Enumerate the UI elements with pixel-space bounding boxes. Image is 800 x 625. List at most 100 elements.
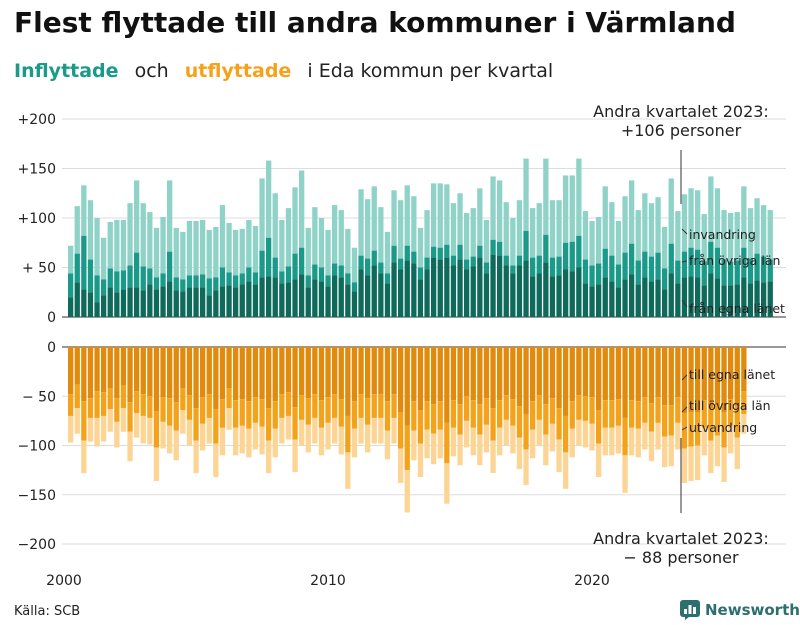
bar-in-foreign xyxy=(266,160,272,238)
bar-in-foreign xyxy=(681,194,688,252)
bar-out-local xyxy=(127,347,133,403)
label-till-ovriga-lan: till övriga län xyxy=(689,398,771,413)
bar-in-other xyxy=(747,258,754,284)
bar-in-local xyxy=(404,260,410,317)
bar-out-other xyxy=(497,400,503,428)
bar-out-local xyxy=(193,347,199,409)
pointer-line xyxy=(681,406,688,413)
bar-in-foreign xyxy=(589,220,595,266)
bar-out-foreign xyxy=(371,417,377,444)
bar-out-other xyxy=(94,391,100,418)
bar-in-foreign xyxy=(695,190,701,250)
bar-out-local xyxy=(444,347,450,423)
bar-in-foreign xyxy=(279,219,285,272)
bar-out-foreign xyxy=(596,443,602,478)
bar-out-local xyxy=(358,347,364,395)
bar-in-foreign xyxy=(734,212,740,261)
bar-in-other xyxy=(292,253,298,280)
bar-out-foreign xyxy=(101,415,107,442)
bar-out-other xyxy=(424,401,430,430)
bar-out-other xyxy=(569,401,575,429)
bar-out-foreign xyxy=(543,434,549,466)
bar-in-local xyxy=(239,284,245,317)
bar-in-foreign xyxy=(747,208,754,259)
bar-out-foreign xyxy=(681,448,688,483)
bar-out-local xyxy=(536,347,542,396)
bar-out-other xyxy=(312,394,318,418)
bar-in-other xyxy=(708,241,714,274)
bar-out-local xyxy=(569,347,575,402)
bar-in-foreign xyxy=(728,213,734,262)
bar-out-local xyxy=(332,347,338,395)
bar-in-foreign xyxy=(523,158,529,231)
bar-in-local xyxy=(642,277,648,317)
pointer-line xyxy=(681,228,688,235)
bar-out-local xyxy=(648,347,655,404)
bar-out-other xyxy=(107,388,113,410)
bar-in-foreign xyxy=(318,218,325,268)
bar-in-foreign xyxy=(325,229,331,276)
y-tick-label: + 50 xyxy=(22,261,56,277)
bar-in-local xyxy=(530,276,536,317)
bar-out-other xyxy=(728,399,734,426)
bar-in-other xyxy=(318,267,325,282)
bar-out-other xyxy=(338,399,344,427)
bar-in-local xyxy=(648,281,655,317)
bar-out-other xyxy=(173,402,179,431)
bar-out-foreign xyxy=(602,427,608,456)
bar-in-local xyxy=(457,259,463,317)
bar-in-other xyxy=(127,265,133,288)
bar-out-local xyxy=(259,347,265,400)
bar-out-other xyxy=(213,409,219,444)
bar-out-other xyxy=(444,422,450,464)
bar-out-other xyxy=(114,398,120,422)
bar-in-local xyxy=(371,265,377,317)
bar-in-foreign xyxy=(457,193,463,245)
bar-out-other xyxy=(464,396,470,421)
y-tick-label: +200 xyxy=(18,112,56,128)
bar-out-other xyxy=(695,412,701,446)
annotation-top-line1: Andra kvartalet 2023: xyxy=(593,102,769,121)
bar-in-local xyxy=(582,283,589,317)
bar-in-local xyxy=(180,291,186,317)
bar-out-local xyxy=(576,347,582,396)
bar-in-local xyxy=(536,273,542,317)
bar-out-foreign xyxy=(589,423,595,451)
bar-out-local xyxy=(279,347,285,395)
bar-out-local xyxy=(655,347,661,398)
bar-out-other xyxy=(68,394,74,416)
bar-in-other xyxy=(761,256,767,283)
bar-out-foreign xyxy=(695,445,701,480)
bar-out-other xyxy=(127,402,133,432)
bar-out-foreign xyxy=(503,419,509,446)
x-tick-label: 2020 xyxy=(574,573,610,589)
bar-in-foreign xyxy=(365,199,371,259)
bar-out-other xyxy=(642,397,648,423)
bar-in-foreign xyxy=(635,210,641,261)
bar-in-foreign xyxy=(648,203,655,257)
bar-out-other xyxy=(477,404,483,435)
bar-in-other xyxy=(754,253,760,281)
bar-out-foreign xyxy=(457,434,463,466)
bar-out-other xyxy=(206,394,212,418)
bar-out-foreign xyxy=(635,428,641,458)
bar-in-local xyxy=(563,269,569,317)
bar-out-foreign xyxy=(523,449,529,485)
bar-in-other xyxy=(226,272,232,286)
bar-out-foreign xyxy=(655,422,661,450)
bar-in-other xyxy=(543,234,549,263)
bar-out-foreign xyxy=(675,422,681,450)
bar-in-local xyxy=(246,281,252,317)
bar-out-local xyxy=(602,347,608,401)
bar-in-local xyxy=(358,269,364,317)
y-tick-label: − 50 xyxy=(22,389,56,405)
bar-out-other xyxy=(233,400,239,428)
bar-in-other xyxy=(695,249,701,278)
bar-out-other xyxy=(417,410,424,444)
brand-logo: Newsworthy xyxy=(680,600,800,620)
bar-out-other xyxy=(510,399,516,426)
bar-in-other xyxy=(378,262,384,274)
bar-in-other xyxy=(721,259,727,286)
bar-in-other xyxy=(312,264,318,280)
label-till-egna-lanet: till egna länet xyxy=(689,367,775,382)
